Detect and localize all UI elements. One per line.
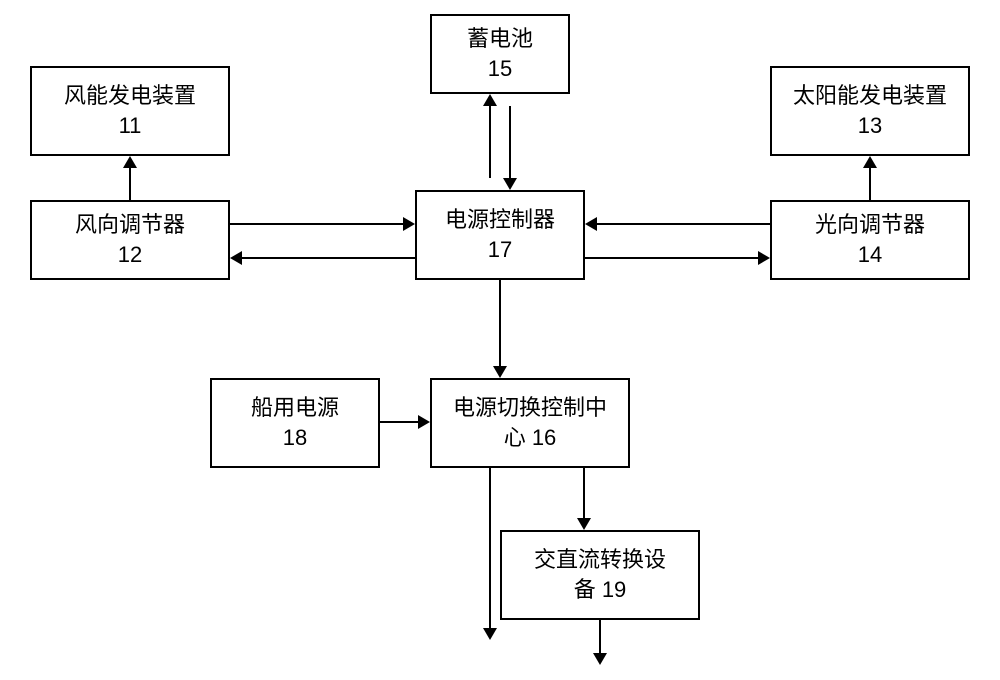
node-label: 光向调节器: [772, 210, 968, 240]
arrowhead-icon: [758, 251, 770, 265]
edge: [509, 106, 511, 178]
node-ship-power: 船用电源 18: [210, 378, 380, 468]
edge: [230, 223, 403, 225]
edge: [585, 257, 758, 259]
edge: [489, 468, 491, 628]
node-number: 15: [432, 54, 568, 84]
node-label: 电源切换控制中 心 16: [432, 393, 628, 452]
node-number: 12: [32, 240, 228, 270]
node-wind-generator: 风能发电装置 11: [30, 66, 230, 156]
node-number: 18: [212, 423, 378, 453]
node-number: 17: [417, 235, 583, 265]
edge: [129, 168, 131, 200]
node-label: 风能发电装置: [32, 81, 228, 111]
node-number: 13: [772, 111, 968, 141]
arrowhead-icon: [593, 653, 607, 665]
arrowhead-icon: [418, 415, 430, 429]
arrowhead-icon: [123, 156, 137, 168]
arrowhead-icon: [863, 156, 877, 168]
node-label: 电源控制器: [417, 205, 583, 235]
edge: [597, 223, 770, 225]
arrowhead-icon: [503, 178, 517, 190]
node-wind-regulator: 风向调节器 12: [30, 200, 230, 280]
diagram-stage: 风能发电装置 11 太阳能发电装置 13 蓄电池 15 风向调节器 12 光向调…: [0, 0, 1000, 680]
node-label: 船用电源: [212, 393, 378, 423]
node-label: 风向调节器: [32, 210, 228, 240]
arrowhead-icon: [483, 94, 497, 106]
arrowhead-icon: [577, 518, 591, 530]
node-label: 交直流转换设 备 19: [502, 545, 698, 604]
node-number: 14: [772, 240, 968, 270]
edge: [242, 257, 415, 259]
edge: [599, 620, 601, 653]
edge: [489, 106, 491, 178]
arrowhead-icon: [230, 251, 242, 265]
node-light-regulator: 光向调节器 14: [770, 200, 970, 280]
node-label: 太阳能发电装置: [772, 81, 968, 111]
edge: [869, 168, 871, 200]
node-number: 11: [32, 111, 228, 141]
arrowhead-icon: [483, 628, 497, 640]
node-switch-center: 电源切换控制中 心 16: [430, 378, 630, 468]
edge: [583, 468, 585, 518]
node-solar-generator: 太阳能发电装置 13: [770, 66, 970, 156]
arrowhead-icon: [585, 217, 597, 231]
edge: [499, 280, 501, 366]
arrowhead-icon: [493, 366, 507, 378]
node-acdc-converter: 交直流转换设 备 19: [500, 530, 700, 620]
arrowhead-icon: [403, 217, 415, 231]
node-battery: 蓄电池 15: [430, 14, 570, 94]
node-power-controller: 电源控制器 17: [415, 190, 585, 280]
node-label: 蓄电池: [432, 24, 568, 54]
edge: [380, 421, 418, 423]
